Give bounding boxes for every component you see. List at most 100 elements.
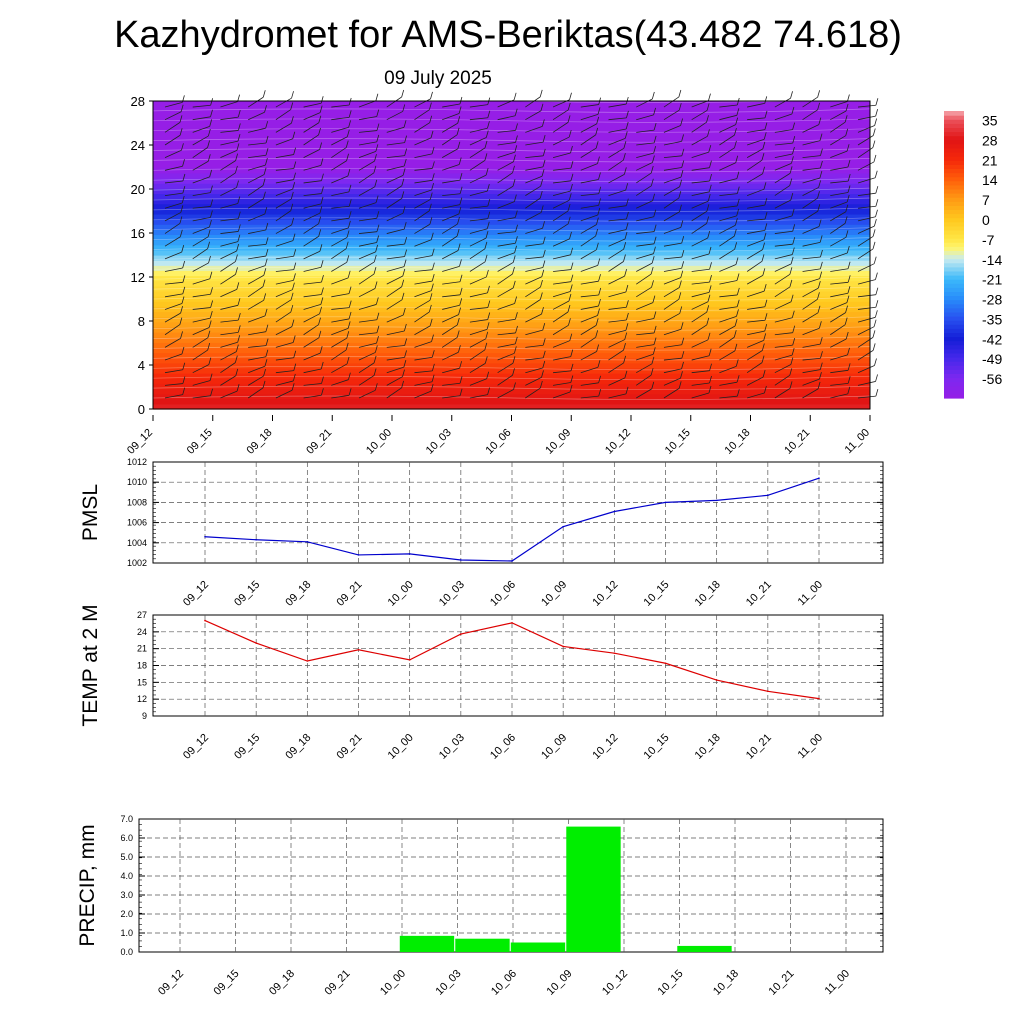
- wind-barb-flag: [846, 245, 850, 254]
- wind-barb: [691, 311, 707, 323]
- wind-barb-flag: [764, 211, 768, 220]
- y-tick-label: 1012: [127, 457, 147, 467]
- wind-barb: [275, 97, 292, 108]
- wind-barb-flag: [596, 116, 600, 124]
- wind-barb: [830, 211, 846, 222]
- wind-barb-flag: [402, 104, 406, 112]
- wind-barb: [663, 211, 680, 222]
- precip-panel: 0.01.02.03.04.05.06.07.009_12 09_15 09_18 0…: [76, 814, 884, 998]
- wind-barb: [719, 264, 737, 272]
- wind-barb-flag: [570, 247, 574, 255]
- temperature-band: [153, 224, 870, 230]
- precip-bar: [677, 945, 732, 952]
- wind-barb: [220, 250, 237, 260]
- wind-barb-flag: [456, 330, 460, 338]
- wind-barb-flag: [290, 203, 294, 211]
- wind-barb-flag: [401, 292, 405, 300]
- wind-barb-flag: [680, 270, 684, 278]
- colorbar-tick-label: -14: [982, 252, 1002, 268]
- wind-barb-flag: [681, 361, 684, 369]
- colorbar-swatch: [944, 242, 964, 247]
- wind-barb-flag: [293, 161, 297, 169]
- wind-barb-flag: [707, 294, 711, 302]
- wind-barb-flag: [262, 279, 266, 287]
- wind-barb-flag: [678, 190, 682, 199]
- wind-barb: [747, 204, 765, 209]
- wind-barb: [248, 229, 266, 234]
- wind-barb: [275, 289, 293, 298]
- colorbar-swatch: [944, 160, 964, 165]
- y-tick-label: 6.0: [120, 833, 133, 843]
- wind-barb-flag: [598, 274, 601, 282]
- wind-barb: [830, 324, 846, 336]
- wind-barb: [830, 223, 846, 234]
- temperature-band: [153, 142, 870, 148]
- isotherm-line: [152, 365, 871, 371]
- wind-barb: [608, 128, 627, 133]
- wind-barb: [830, 166, 849, 171]
- wind-barb: [774, 243, 793, 247]
- wind-barb: [580, 366, 599, 374]
- wind-barb-flag: [402, 206, 406, 214]
- wind-barb-flag: [430, 384, 434, 392]
- wind-barb-flag: [375, 144, 379, 152]
- wind-barb-flag: [570, 173, 574, 181]
- x-tick-label: 09_18: [267, 968, 297, 998]
- wind-barb-flag: [653, 311, 657, 319]
- wind-barb-flag: [515, 135, 518, 143]
- wind-barb: [636, 152, 654, 159]
- colorbar-swatch: [944, 147, 964, 153]
- colorbar-swatch: [944, 246, 964, 251]
- wind-barb: [469, 174, 487, 184]
- wind-barb-flag: [650, 368, 654, 376]
- wind-barb-flag: [570, 363, 574, 371]
- wind-barb-flag: [321, 173, 324, 181]
- wind-barb: [663, 109, 680, 121]
- wind-barb: [802, 167, 821, 171]
- wind-barb-flag: [709, 262, 712, 270]
- wind-barb-flag: [321, 388, 324, 396]
- wind-barb: [580, 104, 599, 108]
- wind-barb-flag: [374, 179, 378, 187]
- wind-barb-flag: [346, 331, 350, 339]
- wind-barb-flag: [875, 287, 879, 295]
- wind-barb: [830, 236, 847, 247]
- wind-barb-flag: [706, 103, 710, 111]
- wind-barb-flag: [401, 279, 405, 287]
- wind-barb: [497, 352, 515, 361]
- wind-barb-flag: [210, 300, 214, 308]
- wind-barb: [774, 173, 791, 184]
- wind-barb: [331, 328, 349, 336]
- temperature-band: [153, 301, 870, 307]
- wind-barb: [719, 224, 736, 234]
- wind-barb: [525, 387, 541, 399]
- wind-barb: [331, 175, 349, 184]
- wind-barb: [525, 256, 544, 260]
- wind-barb: [442, 103, 461, 108]
- wind-barb: [580, 382, 599, 386]
- temperature-band: [153, 398, 870, 405]
- wind-barb: [608, 393, 627, 399]
- wind-barb-flag: [764, 299, 768, 307]
- wind-barb: [442, 314, 459, 323]
- colorbar-swatch: [944, 176, 964, 182]
- wind-barb: [497, 262, 514, 272]
- wind-barb: [636, 243, 655, 247]
- temperature-band: [153, 188, 870, 194]
- wind-barb-flag: [790, 91, 793, 99]
- wind-barb: [164, 293, 183, 298]
- colorbar-swatch: [944, 270, 964, 276]
- wind-barb: [331, 349, 347, 361]
- wind-barb-flag: [515, 123, 518, 131]
- data-point: [357, 648, 360, 651]
- temperature-band: [153, 101, 870, 107]
- wind-barb-flag: [486, 183, 490, 192]
- wind-barb-flag: [569, 92, 572, 100]
- wind-barb-flag: [318, 317, 321, 325]
- wind-barb-flag: [265, 338, 269, 346]
- wind-barb: [774, 286, 791, 298]
- wind-barb-flag: [736, 389, 740, 397]
- wind-barb-flag: [845, 103, 849, 112]
